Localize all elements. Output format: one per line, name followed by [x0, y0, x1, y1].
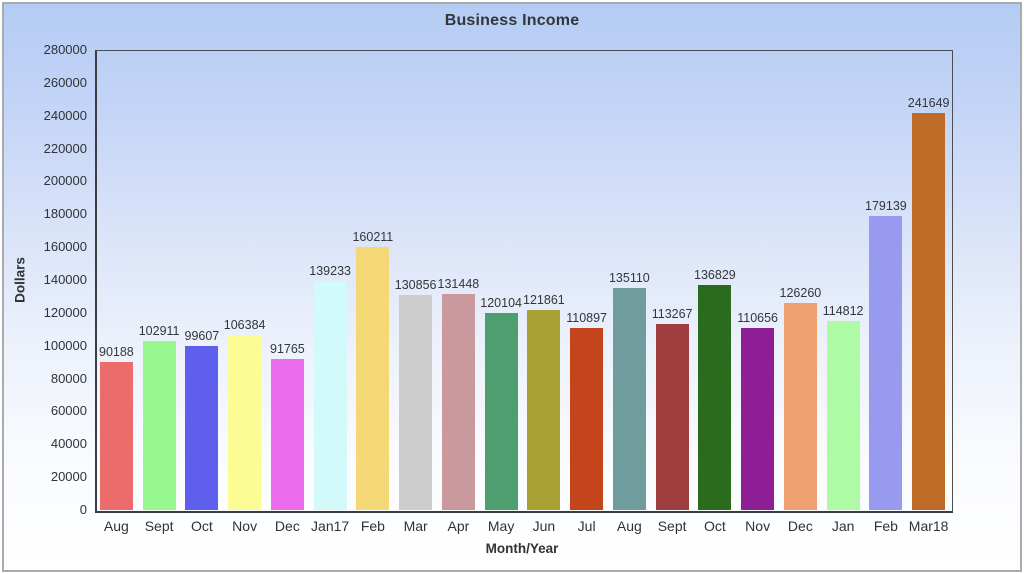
y-tick-label: 60000 [50, 403, 87, 419]
bar-value-label: 91765 [269, 342, 305, 357]
x-tick-label: Feb [360, 518, 385, 534]
bar [99, 361, 133, 510]
bar-value-label: 110656 [737, 311, 779, 326]
bar [313, 281, 347, 510]
x-tick-label: Sept [144, 518, 174, 534]
x-tick-label: Mar [403, 518, 428, 534]
bar-value-label: 114812 [822, 304, 864, 319]
y-tick-label: 100000 [43, 337, 87, 353]
x-tick-label: Apr [447, 518, 470, 534]
y-tick-label: 80000 [50, 370, 87, 386]
bar-value-label: 130856 [394, 278, 437, 293]
x-tick-label: Nov [745, 518, 771, 534]
bar-value-label: 241649 [907, 96, 950, 110]
y-tick-label: 200000 [43, 173, 87, 189]
bar [912, 113, 946, 510]
bar-value-label: 102911 [138, 323, 180, 338]
x-tick-label: Dec [787, 518, 813, 534]
y-tick-label: 140000 [43, 272, 87, 287]
x-axis-title: Month/Year [485, 541, 559, 556]
y-tick-label: 0 [79, 502, 87, 517]
x-tick-label: Oct [190, 518, 213, 534]
bar-value-label: 179139 [865, 198, 907, 213]
bar-value-label: 139233 [309, 264, 351, 279]
bar [655, 323, 689, 510]
bar-value-label: 106384 [223, 318, 266, 333]
bar [484, 312, 518, 510]
bar [869, 215, 903, 510]
bar [570, 327, 604, 510]
bar [270, 359, 304, 510]
bar-value-label: 120104 [480, 295, 522, 310]
x-tick-label: Oct [703, 518, 726, 534]
bar [185, 346, 219, 510]
x-tick-label: Feb [873, 518, 898, 534]
bar [399, 295, 433, 510]
bar-value-label: 136829 [694, 268, 736, 283]
bar-value-label: 90188 [98, 344, 134, 359]
y-tick-label: 160000 [43, 239, 87, 255]
y-tick-label: 220000 [43, 140, 87, 156]
x-tick-label: Jul [577, 518, 596, 534]
x-tick-label: Aug [103, 518, 129, 534]
y-tick-label: 20000 [50, 469, 87, 485]
bar [698, 285, 732, 510]
bar [142, 340, 176, 510]
x-tick-label: Jan [831, 518, 855, 534]
bar [527, 309, 561, 510]
bar [441, 294, 475, 510]
bar [783, 302, 817, 510]
bar-value-label: 99607 [184, 329, 220, 344]
chart-title: Business Income [444, 12, 580, 29]
bar [356, 246, 390, 510]
y-tick-label: 280000 [43, 42, 87, 57]
bar-value-label: 126260 [779, 285, 822, 300]
plot-area [95, 50, 953, 513]
x-tick-label: Dec [274, 518, 300, 534]
bar [612, 288, 646, 510]
bar-value-label: 121861 [523, 292, 565, 307]
bar [826, 321, 860, 510]
bar-value-label: 110897 [566, 310, 608, 325]
x-tick-label: May [487, 518, 515, 534]
y-tick-label: 120000 [43, 304, 87, 320]
bar [228, 335, 262, 510]
y-tick-label: 240000 [43, 107, 87, 123]
y-tick-label: 40000 [50, 436, 87, 452]
y-axis-title: Dollars [12, 257, 28, 303]
bar-value-label: 135110 [608, 271, 650, 286]
bar [741, 328, 775, 510]
y-tick-label: 180000 [43, 206, 87, 222]
x-tick-label: Sept [657, 518, 687, 534]
x-tick-label: Aug [616, 518, 642, 534]
x-tick-label: Nov [232, 518, 258, 534]
x-tick-label: Jun [532, 518, 556, 534]
x-tick-label: Jan17 [311, 518, 350, 534]
x-tick-label: Mar18 [908, 518, 949, 534]
bar-value-label: 131448 [437, 277, 480, 292]
y-tick-label: 260000 [43, 74, 87, 90]
bar-value-label: 113267 [651, 306, 693, 321]
bar-value-label: 160211 [352, 229, 394, 244]
